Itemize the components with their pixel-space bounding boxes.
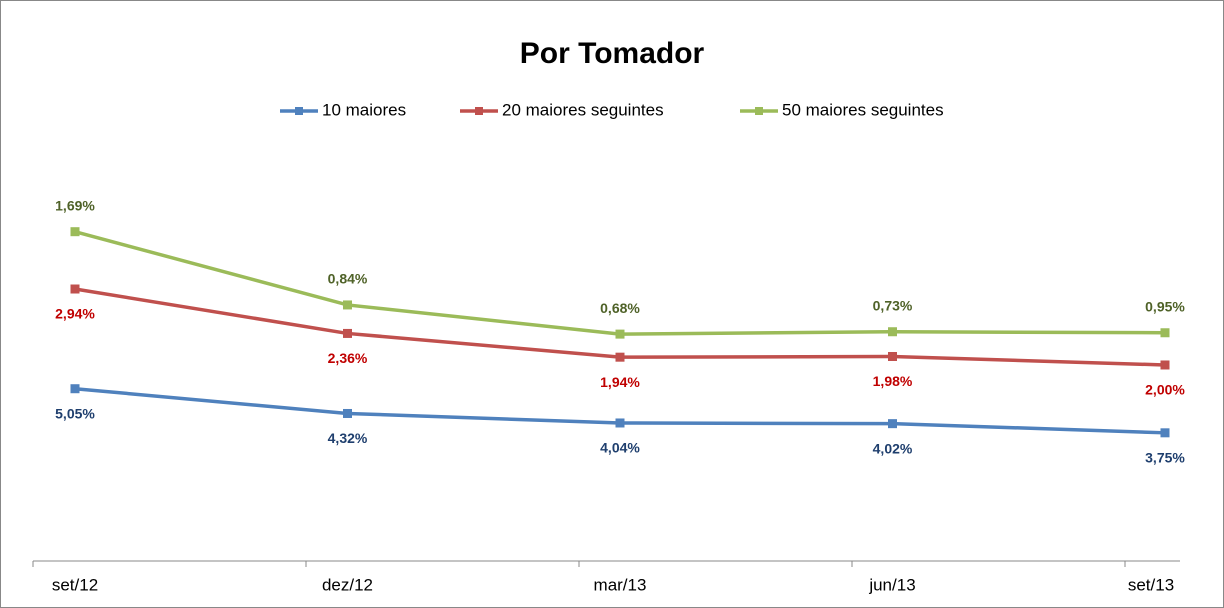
data-label: 2,36% [328, 350, 368, 366]
point-marker [615, 418, 625, 428]
data-label: 2,94% [55, 306, 95, 322]
data-label: 4,02% [873, 440, 913, 456]
legend-label: 20 maiores seguintes [502, 100, 664, 119]
data-label: 4,32% [328, 430, 368, 446]
x-axis-ticks [32, 561, 1126, 567]
legend-marker [475, 107, 483, 115]
point-marker [888, 419, 897, 429]
chart-title: Por Tomador [520, 37, 705, 70]
x-tick-label: set/12 [52, 575, 98, 594]
legend-marker [295, 107, 303, 115]
data-label: 5,05% [55, 405, 95, 421]
point-marker [1160, 428, 1170, 438]
point-marker [70, 384, 80, 394]
point-marker [888, 352, 897, 361]
point-marker [888, 327, 897, 337]
data-label: 0,95% [1145, 298, 1185, 314]
data-label: 0,68% [600, 300, 640, 316]
data-label: 2,00% [1145, 382, 1185, 398]
x-tick-label: dez/12 [322, 575, 373, 594]
data-label: 1,98% [873, 373, 913, 389]
legend-label: 10 maiores [322, 100, 406, 119]
x-tick-label: mar/13 [594, 575, 647, 594]
data-label: 0,73% [873, 297, 913, 313]
data-label: 0,84% [328, 271, 368, 287]
data-label: 4,04% [600, 440, 640, 456]
point-marker [615, 352, 625, 362]
data-label: 1,94% [600, 374, 640, 390]
point-marker [343, 408, 352, 418]
point-marker [70, 227, 80, 237]
data-label: 1,69% [55, 197, 95, 213]
point-marker [1160, 360, 1170, 370]
x-tick-label: jun/13 [868, 575, 915, 594]
point-marker [70, 284, 80, 294]
x-tick-label: set/13 [1128, 575, 1174, 594]
point-marker [343, 300, 352, 310]
data-label: 3,75% [1145, 450, 1185, 466]
point-marker [1160, 328, 1170, 338]
point-marker [615, 329, 625, 339]
legend-label: 50 maiores seguintes [782, 100, 944, 119]
legend-marker [755, 107, 763, 115]
point-marker [343, 328, 352, 338]
